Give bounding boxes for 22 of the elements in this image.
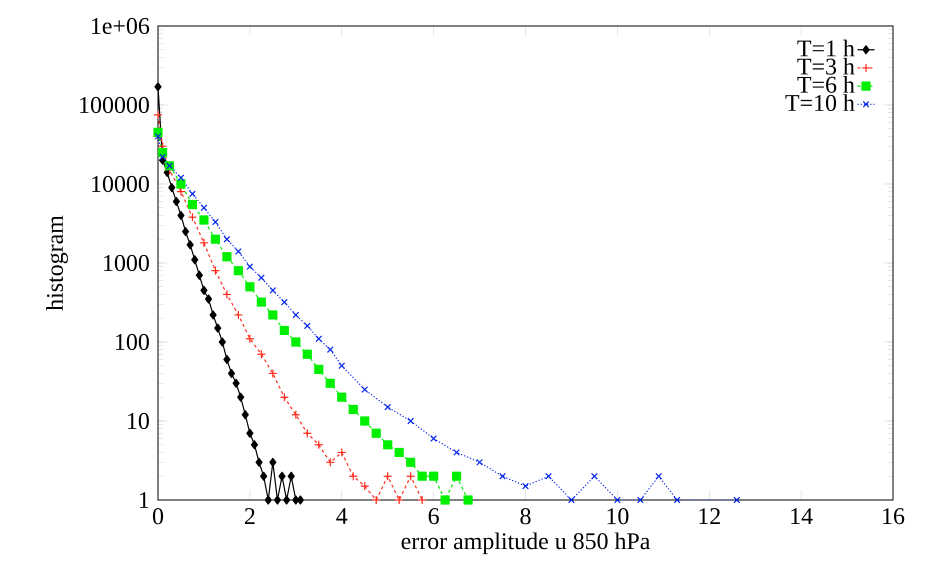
x-tick-label: 6 [428,508,439,524]
y-tick-label: 10 [128,412,149,430]
x-tick-label: 16 [883,508,904,524]
y-tick-label: 1000 [104,254,149,272]
legend-label: T=6 h [797,76,855,93]
legend-label: T=1 h [797,40,855,56]
x-tick-label: 8 [520,508,531,524]
y-tick-label: 1 [140,492,148,508]
legend-label: T=3 h [797,58,855,75]
y-tick-label: 10000 [92,176,149,192]
y-axis-title: histogram [46,216,68,311]
x-axis-title: error amplitude u 850 hPa [402,532,650,554]
y-tick-label: 1e+06 [92,18,150,34]
x-tick-label: 12 [699,508,720,524]
x-tick-label: 2 [244,508,255,524]
y-tick-label: 100 [116,334,149,350]
x-tick-label: 14 [791,508,813,524]
legend-label: T=10 h [785,94,855,112]
x-tick-label: 4 [336,508,348,524]
y-tick-label: 100000 [80,96,149,114]
x-tick-label: 10 [608,508,628,524]
x-tick-label: 0 [152,508,164,524]
